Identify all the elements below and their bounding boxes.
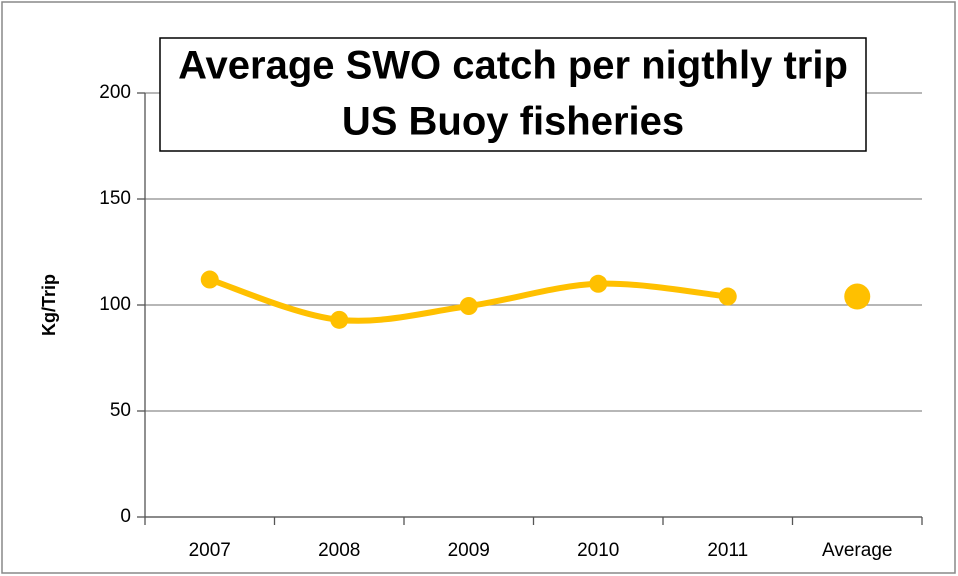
x-tick-label: 2010 — [577, 540, 619, 561]
chart-title: US Buoy fisheries — [342, 100, 684, 144]
point — [589, 274, 608, 293]
y-tick-label: 200 — [99, 82, 131, 103]
x-tick-label: 2009 — [448, 540, 490, 561]
point — [718, 287, 737, 306]
x-tick-label: 2011 — [707, 540, 748, 561]
point — [330, 310, 349, 329]
title-box — [159, 37, 867, 152]
x-tick-label: Average — [822, 540, 892, 561]
y-tick-label: 50 — [110, 400, 131, 421]
y-tick-label: 150 — [99, 188, 131, 209]
plot-area: 0 50 100 150 200 2007 2008 2009 2010 2011 Average — [99, 82, 923, 561]
y-tick-label: 0 — [120, 506, 131, 527]
y-tick-label: 100 — [99, 294, 131, 315]
x-tick-label: 2008 — [318, 540, 360, 561]
point — [459, 297, 478, 316]
point — [200, 270, 219, 289]
chart-title: Average SWO catch per nigthly trip — [178, 44, 848, 88]
x-tick-label: 2007 — [189, 540, 231, 561]
point — [844, 283, 871, 310]
y-axis-label: Kg/Trip — [39, 274, 59, 336]
